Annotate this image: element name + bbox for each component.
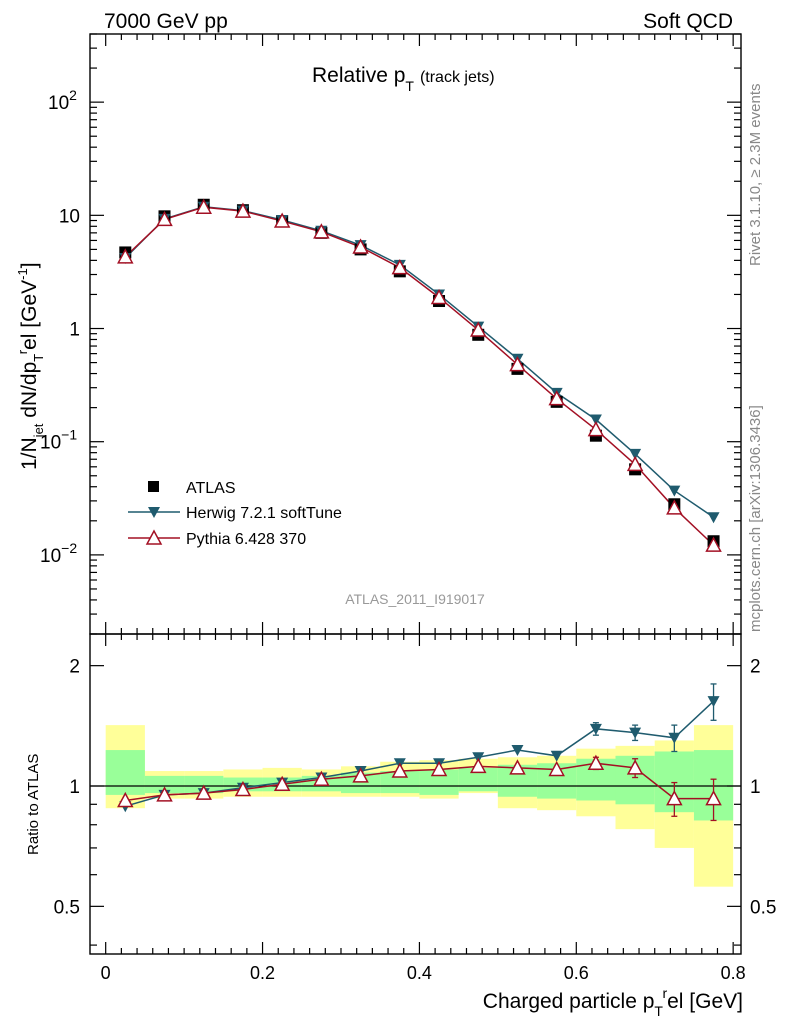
pythia-point [666, 499, 683, 515]
legend-herwig-label: Herwig 7.2.1 softTune [186, 505, 342, 522]
ratio-series-group [117, 683, 722, 822]
pythia-point [391, 259, 409, 275]
ratio-y-tick-label: 2 [69, 657, 80, 678]
legend-atlas-label: ATLAS [186, 480, 236, 497]
x-axis-label-sub: T [654, 1003, 663, 1019]
ratio-y-tick-label: 1 [69, 777, 80, 798]
legend-herwig-marker [148, 507, 160, 518]
ratio-herwig-line [125, 700, 715, 807]
ratio-pythia-point [666, 790, 683, 806]
ratio-pythia-point [195, 784, 212, 800]
ratio-pythia-point [117, 791, 134, 808]
pythia-point [234, 202, 252, 218]
ratio-herwig-point [589, 723, 602, 735]
pythia-point [509, 356, 526, 372]
ratio-y-axis-label: Ratio to ATLAS [25, 754, 42, 855]
ratio-band-inner [144, 775, 185, 794]
ratio-herwig-point [511, 745, 524, 757]
title-subscript: T [405, 78, 414, 94]
herwig-point [707, 512, 720, 524]
ratio-pythia-point [509, 759, 526, 775]
rivet-version-label: Rivet 3.1.10, ≥ 2.3M events [747, 83, 764, 267]
pythia-point [626, 455, 644, 472]
ratio-pythia-point [587, 754, 605, 771]
pythia-point [548, 390, 565, 406]
ratio-pythia-point [234, 780, 252, 797]
x-axis-label-rest: el [GeV] [667, 990, 743, 1013]
x-axis-label: Charged particle pTrel [GeV] [483, 985, 743, 1019]
ratio-herwig-point [629, 727, 642, 739]
title-extra: (track jets) [420, 69, 495, 86]
mcplots-source-label: mcplots.cern.ch [arXiv:1306.3436] [747, 405, 764, 632]
ratio-y-tick-label-right: 1 [750, 777, 761, 798]
main-y-tick-label: 1 [69, 320, 80, 341]
x-tick-label: 0.6 [564, 963, 589, 983]
analysis-watermark: ATLAS_2011_I919017 [345, 591, 485, 607]
ratio-herwig-point [707, 696, 720, 708]
herwig-point [668, 485, 681, 497]
x-tick-label: 0.4 [407, 963, 432, 983]
header-energy-label: 7000 GeV pp [104, 10, 228, 33]
ratio-pythia-point [313, 770, 330, 786]
pythia-point [587, 420, 605, 437]
main-panel-title: Relative pT (track jets) [312, 64, 495, 94]
ratio-pythia-point [391, 762, 409, 778]
legend-pythia-marker [145, 529, 163, 545]
ratio-y-tick-label-right: 0.5 [750, 897, 776, 918]
x-axis-label-main: Charged particle p [483, 990, 655, 1013]
main-y-tick-label: 10−1 [40, 427, 77, 454]
title-main: Relative p [312, 64, 405, 87]
pythia-point [273, 212, 291, 228]
x-axis-label-sup: r [662, 985, 667, 1001]
x-tick-label: 0.8 [721, 963, 746, 983]
ratio-pythia-point [352, 767, 369, 783]
pythia-point [195, 198, 212, 214]
ratio-herwig-point [668, 732, 681, 744]
ratio-uncertainty-bands [105, 725, 734, 887]
herwig-point [629, 448, 642, 460]
ratio-band-inner [340, 772, 381, 794]
ratio-pythia-point [469, 757, 487, 774]
ratio-band-inner [380, 771, 420, 794]
ratio-pythia-point [626, 759, 644, 775]
ratio-pythia-point [548, 760, 565, 777]
main-y-tick-label: 10 [59, 206, 80, 227]
ratio-pythia-point [430, 760, 448, 777]
ratio-y-tick-label-right: 2 [750, 657, 761, 678]
legend-entry-atlas: ATLAS [148, 480, 236, 497]
x-tick-label: 0 [101, 963, 111, 983]
ratio-pythia-point [156, 786, 173, 802]
ratio-band-inner [105, 750, 145, 795]
pythia-point [430, 288, 448, 305]
ratio-y-tick-label: 0.5 [54, 897, 80, 918]
herwig-line [124, 206, 714, 518]
ratio-pythia-point [705, 790, 722, 806]
ratio-band-inner [184, 775, 224, 794]
pythia-line [124, 206, 715, 546]
main-series-group [117, 198, 722, 552]
pythia-point [469, 321, 487, 337]
pythia-point [705, 536, 722, 552]
pythia-point [156, 210, 173, 227]
header-category-label: Soft QCD [643, 10, 733, 33]
main-y-tick-label: 10−2 [40, 540, 77, 567]
x-tick-label: 0.2 [250, 963, 275, 983]
herwig-point [589, 414, 602, 426]
pythia-point [117, 248, 134, 264]
ratio-pythia-line [125, 762, 714, 802]
pythia-point [352, 238, 369, 254]
legend-atlas-marker [148, 481, 159, 492]
ratio-pythia-point [273, 775, 291, 792]
legend-entry-pythia: Pythia 6.428 370 [128, 529, 306, 548]
ratio-herwig-point [550, 750, 563, 762]
axes-ticks: 0 0.2 0.4 0.6 0.8 10−2 10−1 1 10 102 0.5 0.5 1 1 2 2 [40, 33, 776, 983]
ratio-panel-frame [89, 633, 742, 955]
legend-pythia-label: Pythia 6.428 370 [186, 531, 306, 548]
legend-entry-herwig: Herwig 7.2.1 softTune [128, 505, 342, 522]
pythia-point [313, 223, 330, 239]
main-y-tick-label: 102 [48, 87, 77, 114]
legend: ATLAS Herwig 7.2.1 softTune Pythia 6.428… [128, 480, 342, 548]
